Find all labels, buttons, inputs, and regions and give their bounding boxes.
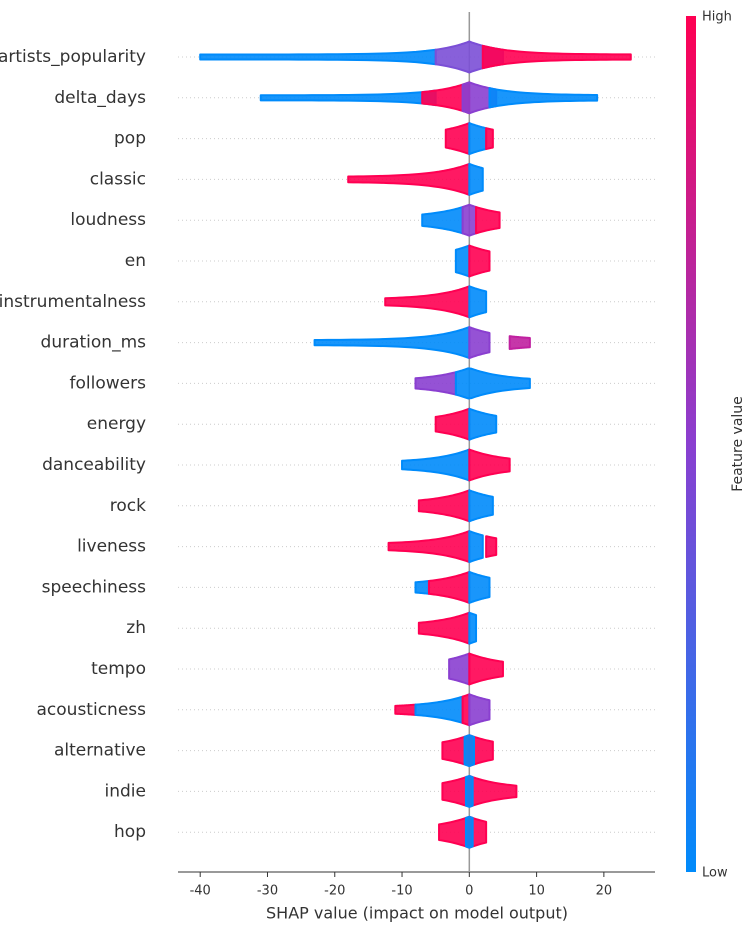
swarm-segment bbox=[427, 570, 471, 604]
y-tick-label: pop bbox=[114, 129, 146, 149]
x-tick-label: 0 bbox=[465, 884, 473, 899]
y-tick-label: zh bbox=[126, 618, 146, 638]
swarm-segment bbox=[468, 407, 498, 441]
swarm-segment bbox=[394, 703, 417, 716]
swarm-segment bbox=[417, 489, 471, 523]
swarm-segment bbox=[421, 206, 464, 235]
swarm-segment bbox=[464, 774, 474, 808]
swarm-segment bbox=[468, 693, 491, 727]
x-tick-label: -10 bbox=[391, 884, 412, 899]
swarm-segment bbox=[468, 489, 494, 523]
swarm-segment bbox=[414, 371, 457, 396]
swarm-segment bbox=[481, 44, 632, 70]
y-tick-label: instrumentalness bbox=[0, 292, 146, 312]
swarm-segment bbox=[417, 611, 471, 645]
y-tick-label: en bbox=[125, 251, 146, 271]
swarm-segment bbox=[488, 87, 599, 109]
swarm-segment bbox=[347, 162, 471, 196]
swarm-segment bbox=[199, 48, 437, 66]
swarm-segment bbox=[414, 695, 464, 724]
swarm-segment bbox=[475, 206, 501, 235]
swarm-segment bbox=[485, 127, 494, 150]
x-tick-label: 20 bbox=[596, 884, 613, 899]
swarm-segment bbox=[461, 693, 471, 727]
swarm-segment bbox=[464, 815, 474, 849]
y-tick-label: artists_popularity bbox=[0, 47, 146, 67]
swarm-segment bbox=[434, 407, 471, 441]
y-tick-label: hop bbox=[114, 822, 146, 842]
x-tick-label: 10 bbox=[528, 884, 545, 899]
x-tick-label: -20 bbox=[324, 884, 345, 899]
swarm-segment bbox=[468, 570, 491, 604]
y-tick-label: energy bbox=[87, 414, 146, 434]
swarm-segment bbox=[441, 775, 518, 808]
colorbar-low: Low bbox=[702, 866, 728, 881]
y-tick-label: indie bbox=[105, 781, 146, 801]
swarm-segment bbox=[468, 285, 488, 319]
x-axis-label: SHAP value (impact on model output) bbox=[266, 904, 568, 923]
swarm-segment bbox=[461, 203, 478, 237]
x-tick-label: -30 bbox=[257, 884, 278, 899]
swarm-segment bbox=[463, 734, 476, 768]
swarm-segment bbox=[468, 244, 491, 278]
y-tick-label: liveness bbox=[77, 537, 146, 557]
y-tick-label: delta_days bbox=[54, 88, 146, 108]
y-tick-label: loudness bbox=[70, 210, 146, 230]
swarm-segment bbox=[454, 244, 471, 278]
swarm-segment bbox=[468, 326, 491, 360]
swarm-segment bbox=[468, 122, 488, 156]
swarm-segment bbox=[468, 652, 504, 686]
swarm-segment bbox=[444, 122, 471, 156]
y-tick-label: alternative bbox=[54, 741, 146, 761]
swarm-segment bbox=[468, 611, 478, 645]
swarm-segment bbox=[468, 162, 484, 196]
swarm-segment bbox=[468, 448, 511, 482]
swarm-segment bbox=[448, 652, 471, 686]
swarm-segment bbox=[384, 285, 471, 319]
colorbar-high: High bbox=[702, 10, 732, 25]
swarm-segment bbox=[313, 326, 471, 360]
y-tick-label: speechiness bbox=[42, 577, 147, 597]
swarm-segment bbox=[401, 448, 471, 482]
swarm-segment bbox=[508, 335, 531, 351]
swarm-segment bbox=[468, 530, 484, 564]
y-tick-label: acousticness bbox=[37, 700, 147, 720]
swarm-segment bbox=[454, 367, 531, 400]
y-tick-label: followers bbox=[70, 373, 147, 393]
swarm-segment bbox=[387, 530, 471, 564]
y-tick-label: danceability bbox=[42, 455, 146, 475]
swarm-segment bbox=[485, 535, 498, 558]
swarm-segment bbox=[259, 89, 437, 107]
colorbar-label: Feature value bbox=[730, 396, 746, 492]
x-tick-label: -40 bbox=[190, 884, 211, 899]
y-tick-label: tempo bbox=[91, 659, 146, 679]
swarm-segment bbox=[438, 816, 488, 849]
colorbar bbox=[686, 16, 696, 872]
y-tick-label: rock bbox=[110, 496, 146, 516]
y-tick-label: classic bbox=[90, 169, 146, 189]
y-tick-label: duration_ms bbox=[41, 333, 147, 353]
swarm-segment bbox=[414, 579, 430, 595]
